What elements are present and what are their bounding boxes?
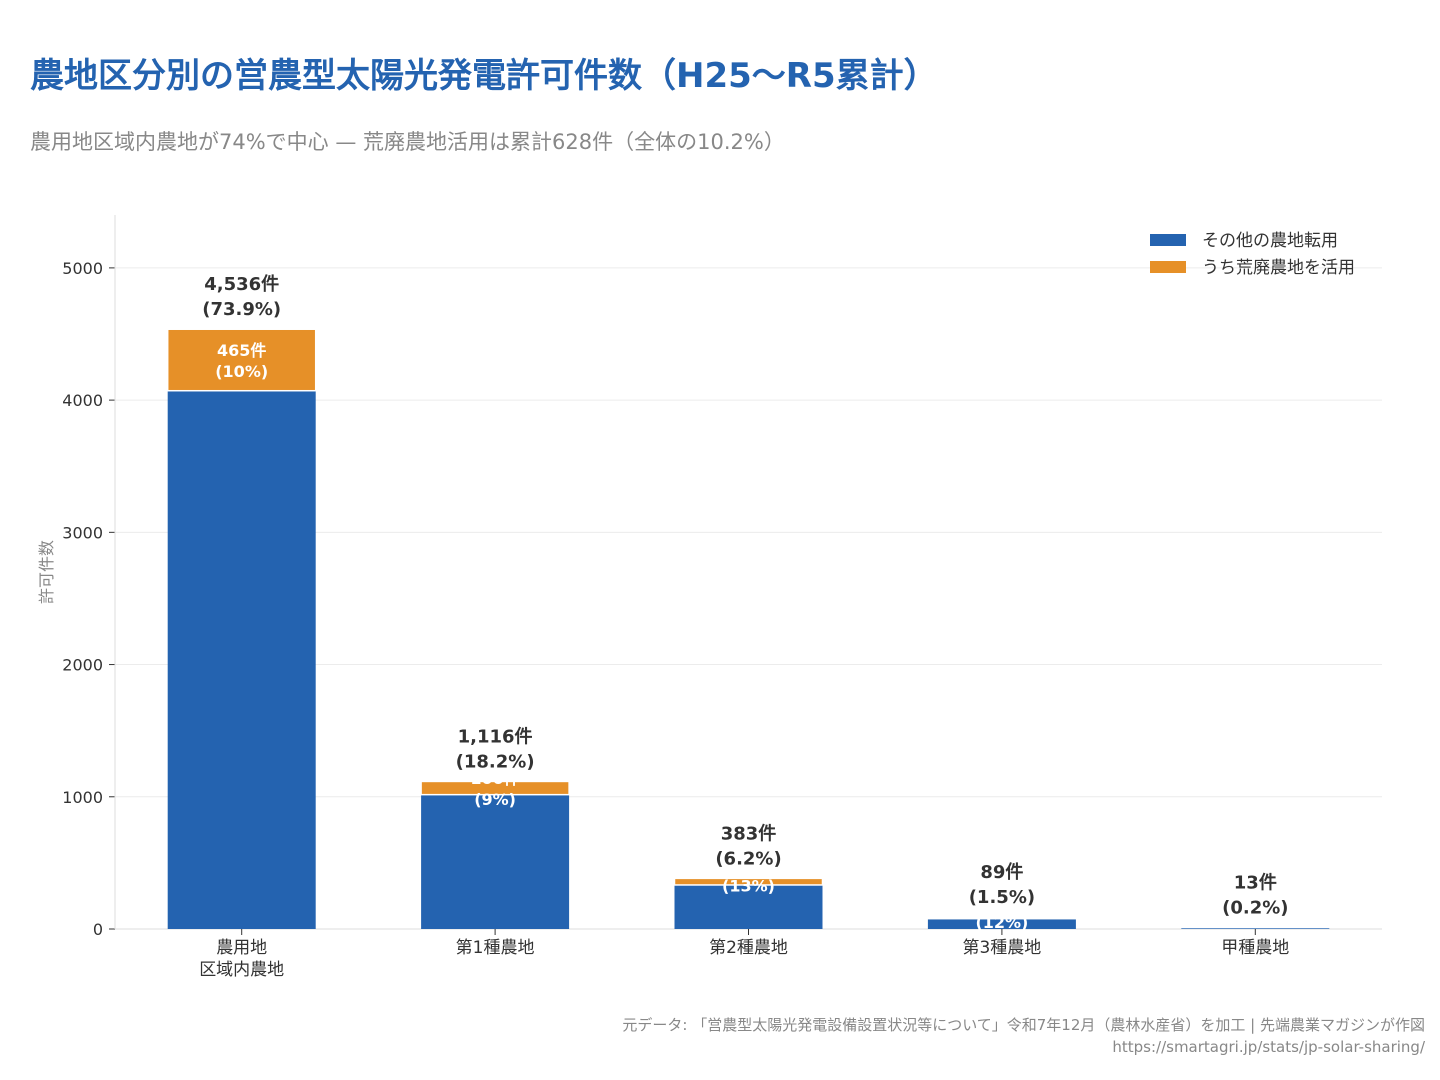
source-note: 元データ: 「営農型太陽光発電設備設置状況等について」令和7年12月（農林水産省… <box>622 1016 1425 1034</box>
y-tick-label: 4000 <box>62 391 103 410</box>
y-tick-label: 2000 <box>62 656 103 675</box>
x-tick-label: 甲種農地 <box>1221 938 1289 958</box>
y-tick-label: 5000 <box>62 259 103 278</box>
legend-swatch <box>1150 261 1186 273</box>
bar-segment-abandoned <box>673 877 824 886</box>
segment-count-label: 100件 <box>470 769 519 788</box>
y-tick-label: 3000 <box>62 523 103 542</box>
bar-segment-abandoned <box>166 328 317 392</box>
share-label: (6.2%) <box>715 848 781 869</box>
share-label: (1.5%) <box>969 887 1035 908</box>
chart-title: 農地区分別の営農型太陽光発電許可件数（H25〜R5累計） <box>30 56 938 96</box>
y-tick-label: 0 <box>93 920 103 939</box>
share-label: (0.2%) <box>1222 897 1288 918</box>
total-label: 1,116件 <box>458 725 533 747</box>
segment-pct-label: (13%) <box>722 877 775 896</box>
chart-subtitle: 農用地区域内農地が74%で中心 — 荒廃農地活用は累計628件（全体の10.2%… <box>30 130 785 154</box>
bar-segment-abandoned <box>420 780 570 796</box>
y-tick-label: 1000 <box>62 788 103 807</box>
x-tick-label: 農用地 <box>216 938 267 958</box>
bar-segment-other <box>674 884 823 929</box>
segment-count-label: 465件 <box>217 341 266 360</box>
legend-swatch <box>1150 234 1186 246</box>
bar-segment-abandoned <box>927 916 1077 920</box>
x-tick-label: 第3種農地 <box>962 938 1041 958</box>
segment-pct-label: (12%) <box>975 913 1028 932</box>
legend-label: その他の農地転用 <box>1202 231 1338 251</box>
total-label: 13件 <box>1234 871 1277 893</box>
segment-pct-label: (10%) <box>215 362 268 381</box>
y-axis-label: 許可件数 <box>37 540 56 604</box>
total-label: 4,536件 <box>204 273 279 295</box>
bar-segment-other <box>167 390 316 929</box>
legend-label: うち荒廃農地を活用 <box>1202 258 1355 278</box>
share-label: (18.2%) <box>456 751 535 772</box>
total-label: 89件 <box>980 861 1023 883</box>
total-label: 383件 <box>721 822 777 844</box>
bar-segment-other <box>927 918 1076 929</box>
x-tick-label: 第2種農地 <box>709 938 788 958</box>
x-tick-label: 区域内農地 <box>199 960 284 980</box>
segment-pct-label: (9%) <box>474 790 516 809</box>
share-label: (73.9%) <box>202 299 281 320</box>
bar-segment-other <box>421 794 570 929</box>
x-tick-label: 第1種農地 <box>456 938 535 958</box>
source-url: https://smartagri.jp/stats/jp-solar-shar… <box>1112 1038 1425 1056</box>
